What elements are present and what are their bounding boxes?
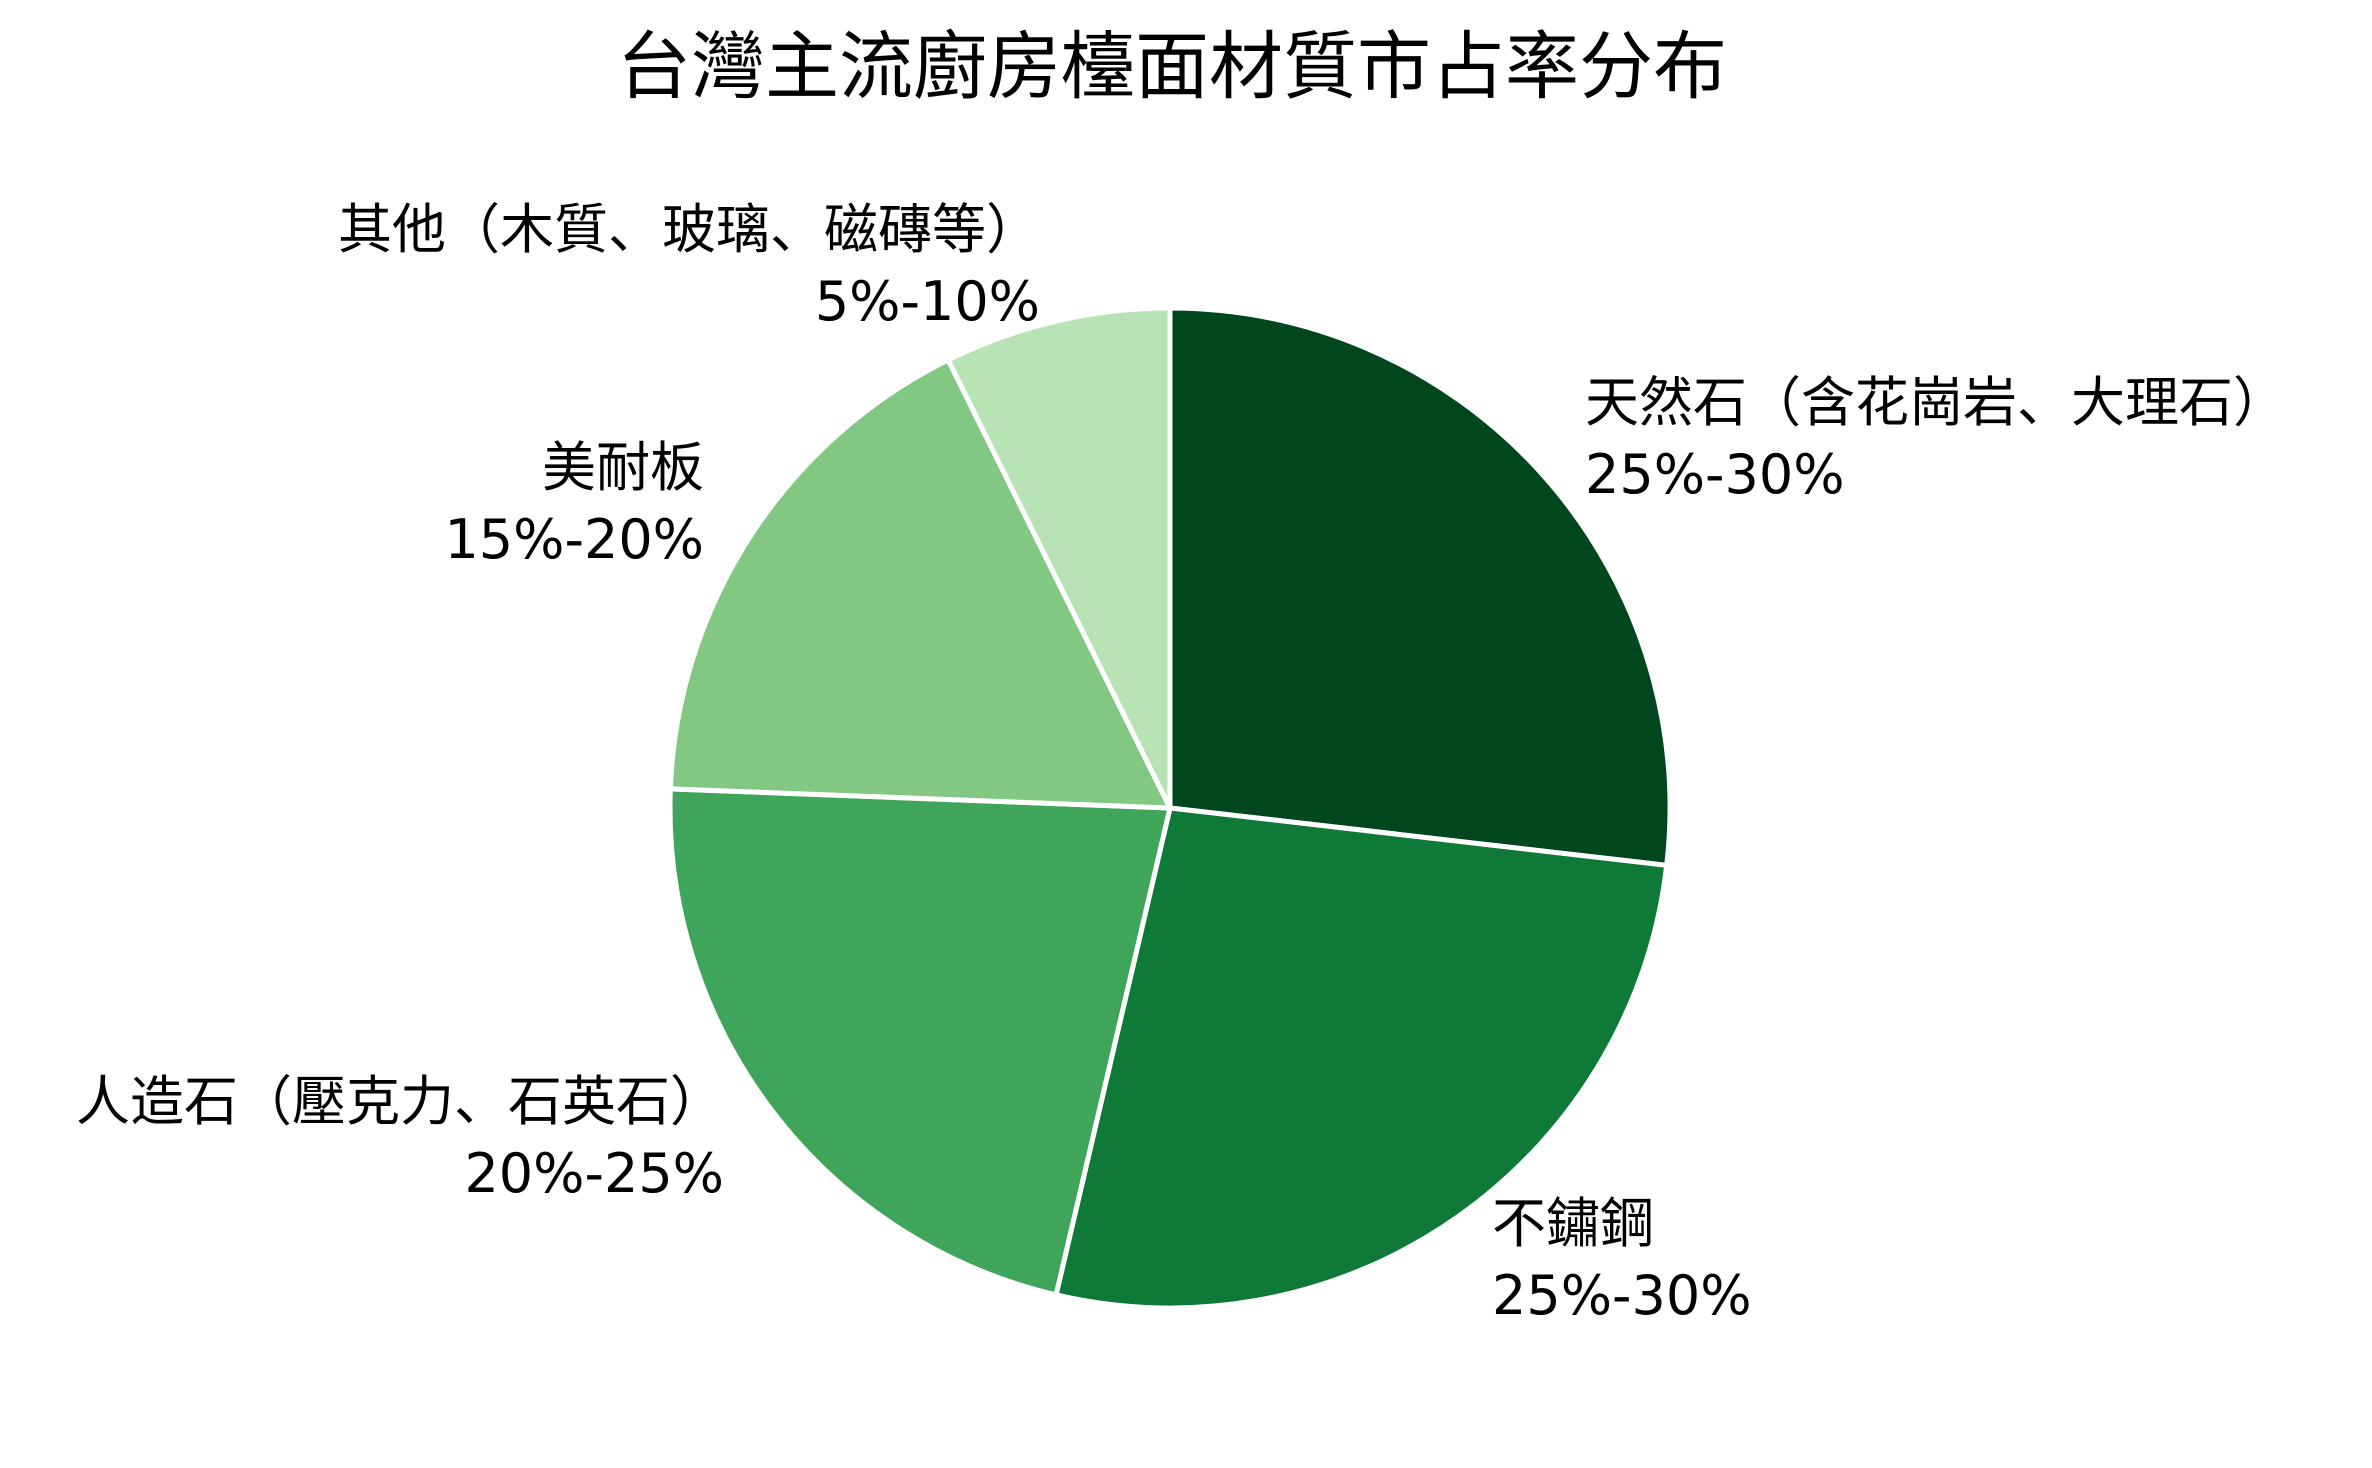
pie-slices xyxy=(667,305,1673,1311)
label-artificial-stone-name: 人造石（壓克力、石英石） xyxy=(76,1070,724,1133)
label-stainless-steel-range: 25%-30% xyxy=(1492,1264,1752,1327)
pie-slice xyxy=(1053,805,1670,1311)
label-other: 其他（木質、玻璃、磁磚等） 5%-10% xyxy=(338,194,1040,338)
label-artificial-stone: 人造石（壓克力、石英石） 20%-25% xyxy=(76,1066,724,1210)
label-stainless-steel-name: 不鏽鋼 xyxy=(1492,1192,1654,1255)
label-other-range: 5%-10% xyxy=(814,270,1040,333)
label-natural-stone: 天然石（含花崗岩、大理石） 25%-30% xyxy=(1585,367,2287,511)
label-stainless-steel: 不鏽鋼 25%-30% xyxy=(1492,1188,1752,1332)
label-melamine-board: 美耐板 15%-20% xyxy=(444,432,704,576)
label-other-name: 其他（木質、玻璃、磁磚等） xyxy=(338,198,1040,261)
label-artificial-stone-range: 20%-25% xyxy=(464,1142,724,1205)
label-natural-stone-name: 天然石（含花崗岩、大理石） xyxy=(1585,371,2287,434)
chart-title: 台灣主流廚房檯面材質市占率分布 xyxy=(617,24,1727,110)
pie-slice xyxy=(667,786,1173,1298)
label-natural-stone-range: 25%-30% xyxy=(1585,443,1845,506)
label-melamine-board-name: 美耐板 xyxy=(542,436,704,499)
pie-slice xyxy=(1167,305,1673,868)
pie-slice xyxy=(945,305,1173,811)
label-melamine-board-range: 15%-20% xyxy=(444,508,704,571)
pie-slice xyxy=(667,357,1173,811)
